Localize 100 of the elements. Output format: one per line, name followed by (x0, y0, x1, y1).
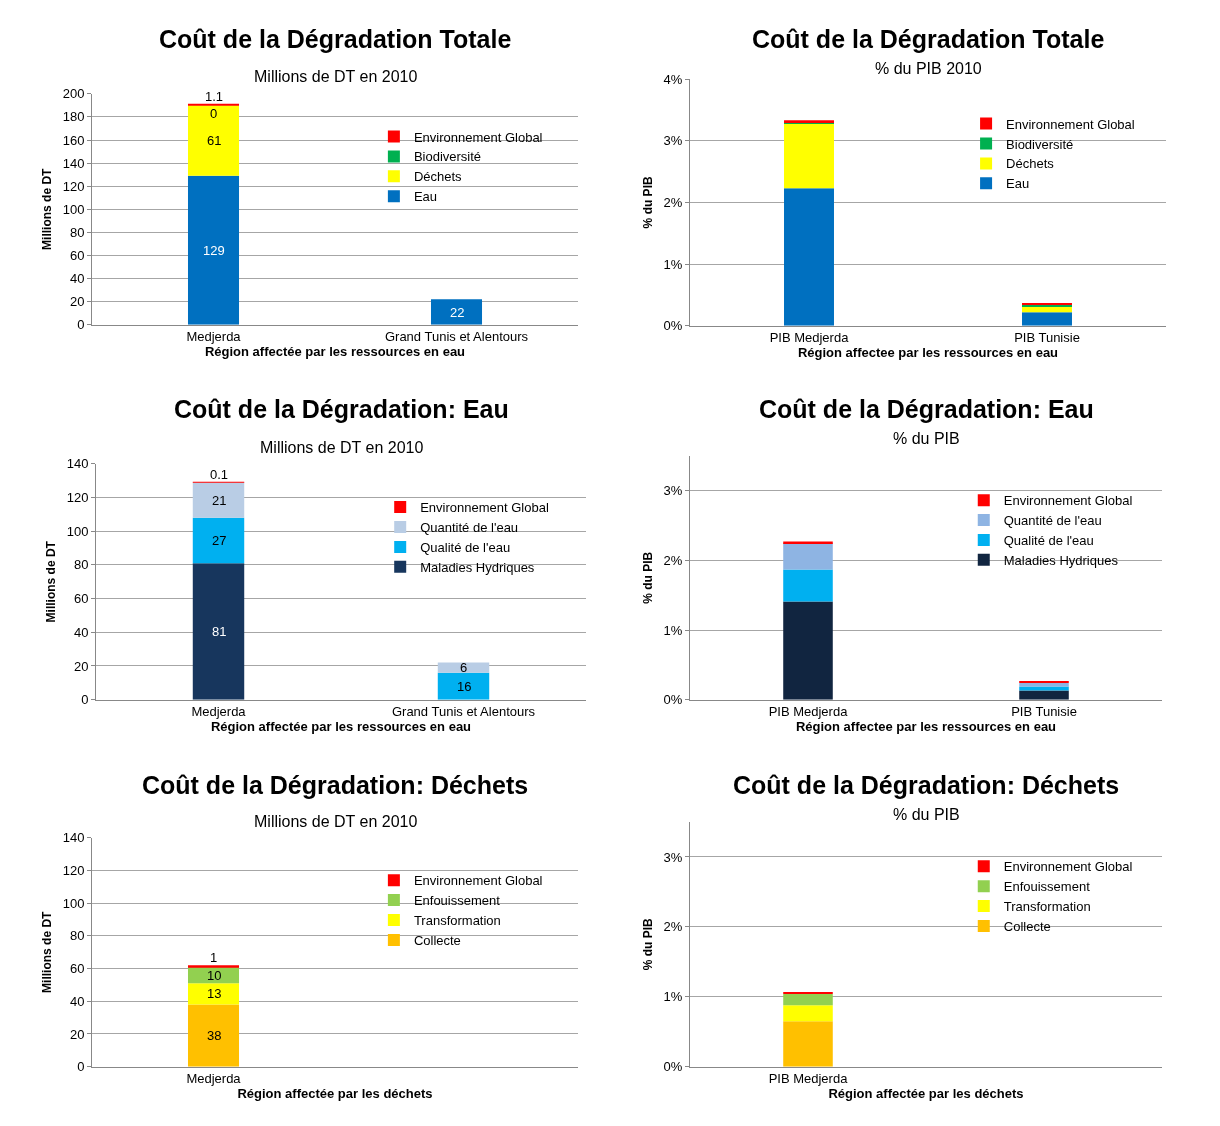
legend-label: Environnement Global (1006, 116, 1135, 132)
data-label: 0 (210, 106, 218, 121)
legend-label: Déchets (413, 169, 463, 185)
legend-label: Transformation (1003, 899, 1091, 915)
y-tick-label: 40 (73, 624, 89, 640)
bar (1019, 680, 1069, 683)
bar (1022, 306, 1072, 313)
bar (187, 175, 240, 325)
x-tick-label: PIB Tunisie (1014, 330, 1080, 346)
bar (192, 482, 245, 518)
data-label: 27 (212, 533, 227, 548)
bar (192, 517, 245, 564)
y-tick-label: 60 (73, 591, 89, 607)
legend-label: Environnement Global (413, 873, 543, 889)
y-axis-title: % du PIB (640, 918, 655, 971)
y-tick-label: 3% (663, 133, 683, 149)
y-tick-label: 0 (81, 692, 89, 708)
y-tick-label: 2% (663, 194, 683, 210)
bar (783, 993, 833, 1006)
legend-label: Transformation (413, 913, 501, 929)
chart-subtitle: Millions de DT en 2010 (260, 439, 424, 456)
chart-subtitle: % du PIB (893, 430, 960, 447)
y-tick-label: 80 (73, 557, 89, 573)
y-axis-title: Millions de DT (40, 910, 54, 993)
y-tick-label: 1% (663, 256, 683, 272)
y-tick-label: 2% (663, 552, 683, 568)
bar (187, 103, 240, 106)
legend-label: Environnement Global (420, 500, 549, 516)
x-tick-label: Medjerda (186, 1071, 242, 1087)
bar (187, 1004, 240, 1067)
y-tick-label: 100 (62, 895, 85, 911)
legend-label: Maladies Hydriques (420, 559, 535, 575)
chart-title: Coût de la Dégradation: Eau (174, 395, 509, 423)
y-tick-label: 120 (62, 178, 85, 194)
x-axis-title: Région affectée par les ressources en eau (204, 344, 466, 360)
data-label: 1 (210, 950, 218, 965)
x-axis-title: Région affectee par les ressources en eau (795, 719, 1057, 735)
x-tick-label: PIB Tunisie (1011, 704, 1077, 720)
x-tick-label: Grand Tunis et Alentours (391, 704, 536, 720)
data-label: 0.1 (210, 467, 229, 482)
y-tick-label: 120 (66, 490, 89, 506)
x-axis-title: Région affectée par les déchets (828, 1086, 1024, 1102)
y-tick-label: 4% (663, 71, 683, 87)
y-tick-label: 60 (69, 248, 85, 263)
y-tick-label: 3% (663, 483, 683, 499)
data-label: 10 (207, 968, 222, 983)
data-label: 38 (207, 1028, 222, 1043)
y-tick-label: 40 (69, 271, 85, 287)
y-tick-label: 3% (663, 849, 683, 865)
bar (783, 601, 833, 700)
y-axis-title: % du PIB (640, 176, 655, 229)
y-tick-label: 20 (69, 1026, 85, 1042)
x-tick-label: PIB Medjerda (768, 704, 849, 720)
chart-title: Coût de la Dégradation: Déchets (733, 771, 1120, 799)
y-tick-label: 60 (69, 961, 85, 977)
y-tick-label: 2% (663, 919, 683, 935)
chart-subtitle: % du PIB 2010 (875, 60, 982, 77)
bar (437, 672, 490, 700)
bar (187, 983, 240, 1005)
y-tick-label: 80 (69, 928, 85, 944)
legend-label: Biodiversité (1006, 136, 1074, 152)
y-tick-label: 100 (66, 523, 89, 539)
y-tick-label: 0% (663, 1059, 683, 1075)
data-label: 21 (212, 493, 227, 508)
y-tick-label: 180 (62, 109, 85, 125)
legend-label: Enfouissement (1003, 879, 1091, 895)
bar (187, 965, 240, 968)
x-tick-label: Medjerda (191, 704, 247, 720)
data-label: 61 (207, 133, 222, 148)
y-tick-label: 200 (62, 86, 85, 102)
data-label: 129 (203, 243, 225, 258)
y-tick-label: 40 (69, 993, 85, 1009)
bar (784, 188, 834, 326)
y-tick-label: 140 (62, 155, 85, 171)
legend-label: Collecte (413, 932, 461, 948)
legend-label: Eau (1006, 176, 1030, 192)
chart-title: Coût de la Dégradation: Déchets (142, 771, 529, 799)
legend-label: Quantité de l'eau (420, 520, 519, 536)
x-tick-label: Medjerda (186, 329, 242, 345)
bar (783, 569, 833, 602)
y-axis-title: Millions de DT (40, 167, 54, 250)
y-tick-label: 100 (62, 201, 85, 217)
bar (430, 299, 483, 325)
y-tick-label: 0 (77, 1059, 85, 1075)
chart-title: Coût de la Dégradation Totale (752, 25, 1105, 53)
bar (783, 1021, 833, 1067)
bar (1019, 686, 1069, 691)
legend-label: Environnement Global (1003, 493, 1133, 509)
chart-subtitle: % du PIB (893, 806, 960, 823)
y-tick-label: 0% (663, 318, 683, 334)
y-tick-label: 120 (62, 863, 85, 879)
x-axis-title: Région affectee par les ressources en eau (797, 345, 1059, 361)
bar (783, 1005, 833, 1022)
chart-subtitle: Millions de DT en 2010 (254, 68, 418, 85)
x-tick-label: PIB Medjerda (769, 330, 850, 346)
y-axis-title: % du PIB (640, 551, 655, 604)
bar (784, 123, 834, 189)
y-axis-title: Millions de DT (44, 540, 58, 623)
data-label: 6 (460, 660, 468, 675)
x-tick-label: PIB Medjerda (768, 1071, 849, 1087)
